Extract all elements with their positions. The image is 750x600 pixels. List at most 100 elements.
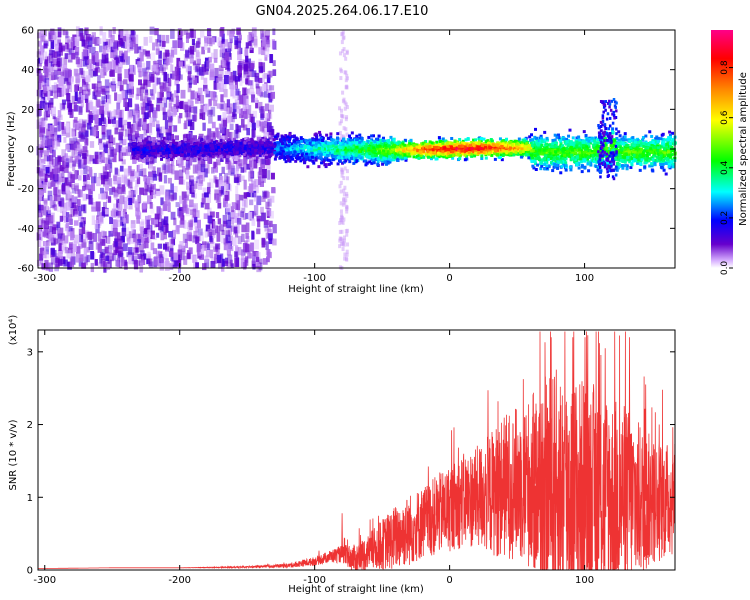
heatmap-cell — [214, 253, 218, 264]
heatmap-cell — [40, 204, 44, 214]
heatmap-cell — [261, 174, 266, 183]
heatmap-cell — [553, 141, 557, 145]
heatmap-cell — [114, 220, 119, 228]
heatmap-cell — [214, 80, 219, 90]
heatmap-cell — [235, 256, 240, 267]
heatmap-cell — [245, 78, 249, 85]
heatmap-cell — [156, 206, 162, 216]
heatmap-cell — [47, 138, 53, 147]
heatmap-cell — [341, 114, 345, 119]
heatmap-cell — [222, 214, 228, 225]
heatmap-cell — [56, 68, 62, 75]
heatmap-cell — [69, 109, 74, 118]
heatmap-cell — [118, 128, 124, 137]
heatmap-cell — [74, 48, 79, 58]
heatmap-cell — [148, 36, 153, 43]
heatmap-cell — [343, 106, 347, 111]
heatmap-cell — [84, 71, 90, 81]
heatmap-cell — [206, 193, 212, 203]
heatmap-cell — [91, 206, 96, 212]
heatmap-cell — [117, 183, 121, 189]
heatmap-cell — [222, 180, 228, 191]
heatmap-cell — [108, 155, 112, 164]
heatmap-cell — [118, 250, 122, 257]
heatmap-cell — [75, 246, 81, 254]
heatmap-cell — [341, 238, 345, 243]
heatmap-cell — [193, 230, 198, 239]
heatmap-cell — [116, 258, 120, 268]
heatmap-cell — [136, 87, 142, 97]
heatmap-cell — [53, 194, 58, 202]
heatmap-cell — [50, 258, 56, 265]
heatmap-cell — [149, 125, 153, 136]
heatmap-cell — [37, 227, 42, 235]
heatmap-cell — [81, 39, 86, 47]
heatmap-cell — [160, 208, 164, 215]
heatmap-cell — [255, 120, 259, 129]
heatmap-cell — [223, 155, 227, 159]
heatmap-cell — [342, 196, 346, 201]
heatmap-cell — [121, 184, 125, 191]
heatmap-cell — [261, 31, 266, 38]
heatmap-cell — [424, 140, 428, 144]
heatmap-cell — [64, 153, 68, 162]
heatmap-cell — [82, 146, 88, 153]
heatmap-cell — [211, 256, 216, 265]
heatmap-cell — [110, 34, 114, 41]
heatmap-cell — [168, 246, 174, 253]
heatmap-cell — [204, 192, 209, 198]
heatmap-cell — [256, 215, 262, 222]
heatmap-cell — [49, 144, 54, 154]
heatmap-cell — [48, 97, 54, 105]
heatmap-cell — [113, 148, 118, 156]
heatmap-cell — [61, 126, 66, 136]
heatmap-cell — [53, 230, 58, 240]
heatmap-cell — [188, 77, 193, 85]
heatmap-cell — [235, 161, 240, 172]
heatmap-cell — [195, 49, 200, 58]
heatmap-cell — [336, 162, 340, 166]
heatmap-cell — [66, 179, 71, 187]
heatmap-cell — [244, 108, 250, 119]
heatmap-cell — [82, 241, 87, 248]
heatmap-cell — [237, 235, 242, 245]
heatmap-cell — [168, 231, 173, 238]
heatmap-cell — [342, 192, 346, 197]
heatmap-cell — [52, 114, 56, 120]
heatmap-cell — [615, 168, 619, 172]
heatmap-cell — [98, 154, 102, 165]
heatmap-cell — [191, 38, 195, 46]
heatmap-cell — [236, 38, 242, 44]
heatmap-cell — [145, 50, 150, 57]
heatmap-cell — [53, 140, 58, 150]
heatmap-cell — [186, 232, 192, 241]
heatmap-cell — [191, 214, 196, 223]
heatmap-cell — [161, 67, 166, 76]
heatmap-cell — [343, 140, 347, 144]
heatmap-cell — [188, 220, 193, 228]
heatmap-cell — [75, 46, 80, 56]
heatmap-cell — [186, 112, 191, 121]
heatmap-cell — [62, 102, 66, 109]
heatmap-cell — [159, 260, 165, 271]
heatmap-cell — [235, 185, 239, 195]
heatmap-cell — [217, 130, 221, 139]
heatmap-cell — [41, 218, 47, 224]
heatmap-cell — [668, 146, 672, 150]
heatmap-cell — [72, 34, 77, 42]
heatmap-cell — [64, 246, 69, 254]
heatmap-cell — [55, 167, 61, 173]
heatmap-cell — [620, 142, 624, 146]
heatmap-cell — [91, 201, 96, 209]
heatmap-cell — [95, 62, 100, 69]
heatmap-cell — [160, 141, 164, 145]
heatmap-cell — [195, 63, 200, 72]
heatmap-cell — [231, 115, 235, 123]
heatmap-cell — [171, 155, 175, 159]
heatmap-cell — [125, 227, 130, 237]
heatmap-cell — [131, 125, 135, 136]
heatmap-cell — [83, 247, 88, 257]
heatmap-cell — [345, 105, 349, 110]
heatmap-cell — [343, 100, 347, 105]
heatmap-cell — [270, 195, 275, 203]
